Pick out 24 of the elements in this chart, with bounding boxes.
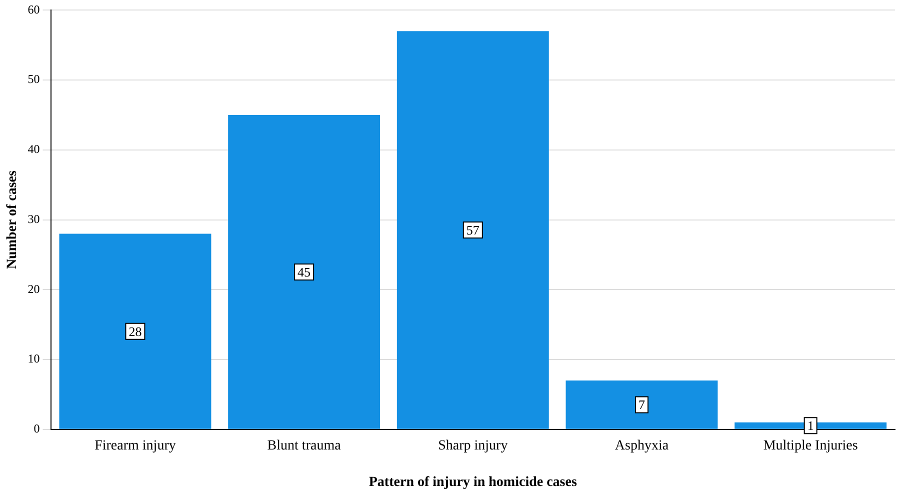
bar xyxy=(228,115,380,429)
bar xyxy=(59,234,212,429)
x-tick-label: Blunt trauma xyxy=(267,438,342,454)
y-axis-title: Number of cases xyxy=(5,170,20,270)
data-label: 57 xyxy=(466,222,480,238)
data-label: 28 xyxy=(128,324,142,339)
bar xyxy=(566,380,718,429)
x-tick-label: Firearm injury xyxy=(94,438,176,454)
x-tick-label: Asphyxia xyxy=(614,438,670,454)
bar xyxy=(734,422,887,429)
x-axis-title: Pattern of injury in homicide cases xyxy=(368,475,578,490)
x-tick-label: Sharp injury xyxy=(438,438,508,454)
data-label: 7 xyxy=(638,397,646,412)
x-tick-label: Multiple Injuries xyxy=(763,438,858,454)
bar xyxy=(396,31,549,429)
y-tick-label: 0 xyxy=(34,422,40,436)
data-label: 45 xyxy=(298,264,311,280)
y-tick-label: 30 xyxy=(28,212,40,226)
data-label: 1 xyxy=(807,418,814,434)
y-tick-label: 50 xyxy=(28,72,40,86)
y-tick-label: 10 xyxy=(28,352,40,366)
y-tick-label: 60 xyxy=(28,2,40,16)
y-tick-label: 20 xyxy=(28,282,40,296)
y-tick-label: 40 xyxy=(28,142,40,156)
